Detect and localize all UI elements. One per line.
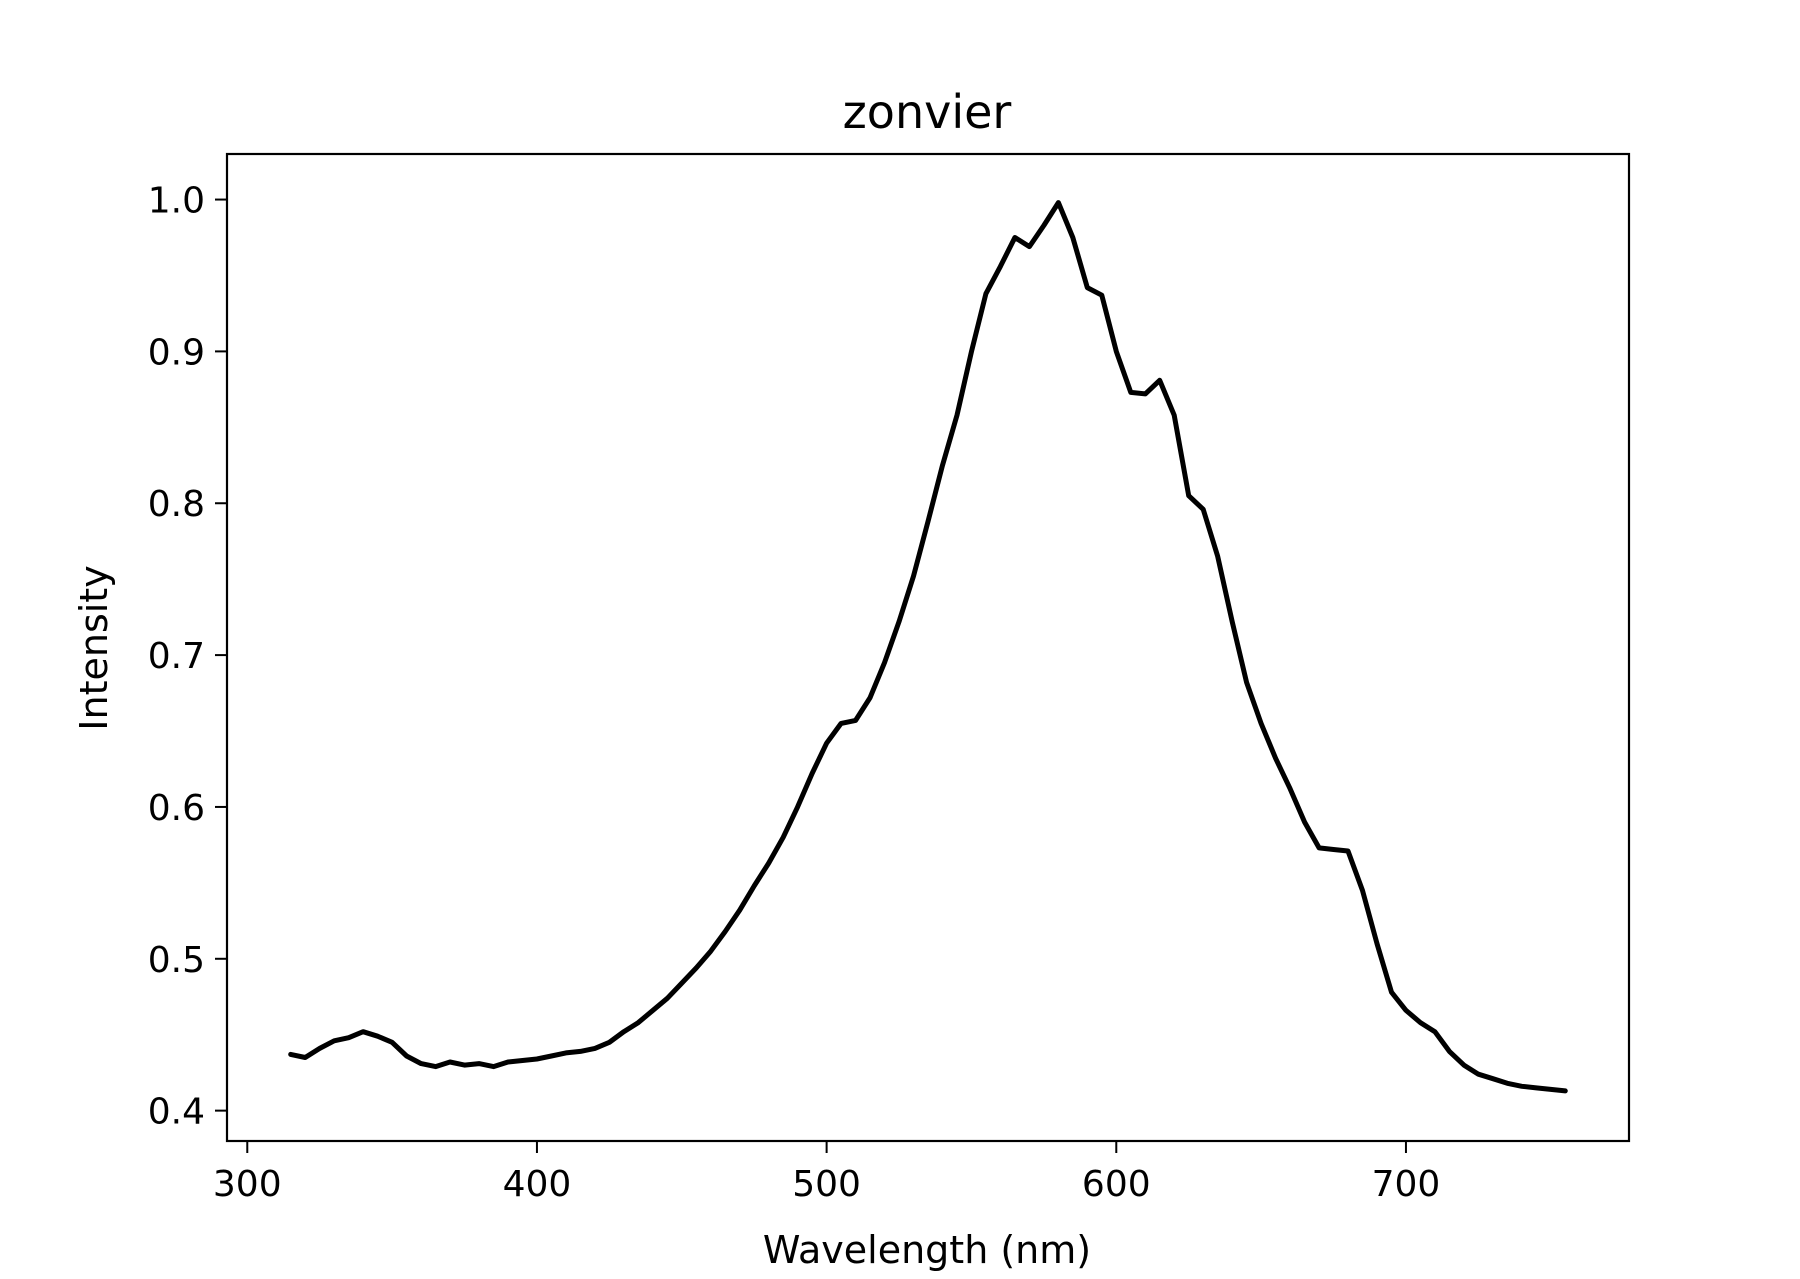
y-tick-label: 0.8 bbox=[148, 484, 205, 525]
x-tick-label: 500 bbox=[792, 1164, 861, 1205]
y-axis-ticks: 0.4 0.5 0.6 0.7 0.8 0.9 1.0 bbox=[148, 181, 227, 1133]
y-tick-label: 0.9 bbox=[148, 332, 205, 373]
y-tick-label: 0.7 bbox=[148, 636, 205, 677]
x-axis-label: Wavelength (nm) bbox=[763, 1228, 1091, 1272]
y-tick-label: 0.4 bbox=[148, 1092, 205, 1133]
y-tick-label: 1.0 bbox=[148, 181, 205, 222]
plot-area-frame bbox=[225, 152, 1631, 1143]
x-tick-label: 400 bbox=[503, 1164, 572, 1205]
x-tick-label: 600 bbox=[1082, 1164, 1151, 1205]
chart-title: zonvier bbox=[843, 85, 1012, 139]
y-tick-label: 0.5 bbox=[148, 940, 205, 981]
x-axis-ticks: 300 400 500 600 700 bbox=[213, 1141, 1440, 1205]
y-axis-label: Intensity bbox=[72, 565, 116, 730]
series-line-intensity bbox=[288, 200, 1568, 1094]
x-tick-label: 700 bbox=[1372, 1164, 1441, 1205]
x-tick-label: 300 bbox=[213, 1164, 282, 1205]
y-tick-label: 0.6 bbox=[148, 788, 205, 829]
